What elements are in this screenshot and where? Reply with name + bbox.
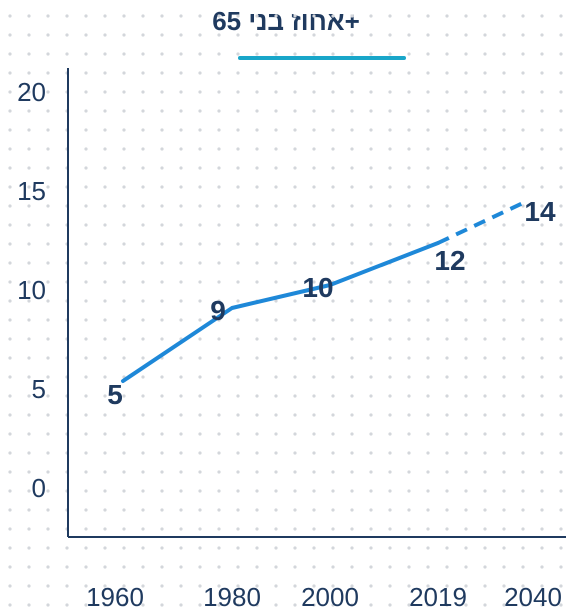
chart-title: אחוז בני 65+: [212, 6, 360, 36]
data-label: 5: [107, 379, 123, 410]
x-tick-label: 1960: [86, 582, 144, 611]
y-tick-label: 20: [17, 77, 46, 107]
data-label: 12: [434, 245, 465, 276]
x-tick-label: 2000: [301, 582, 359, 611]
x-tick-label: 1980: [203, 582, 261, 611]
background-dot-grid: [8, 14, 563, 607]
y-tick-label: 15: [17, 176, 46, 206]
series-line-projected: [437, 201, 524, 245]
y-tick-label: 5: [32, 374, 46, 404]
x-tick-label: 2019: [409, 582, 467, 611]
data-label: 9: [210, 295, 226, 326]
y-tick-label: 0: [32, 473, 46, 503]
series-line-actual: [121, 241, 440, 383]
title-underline: [238, 56, 406, 60]
data-label: 14: [524, 196, 556, 227]
data-label: 10: [302, 272, 333, 303]
y-tick-label: 10: [17, 275, 46, 305]
x-tick-label: 2040: [504, 582, 562, 611]
